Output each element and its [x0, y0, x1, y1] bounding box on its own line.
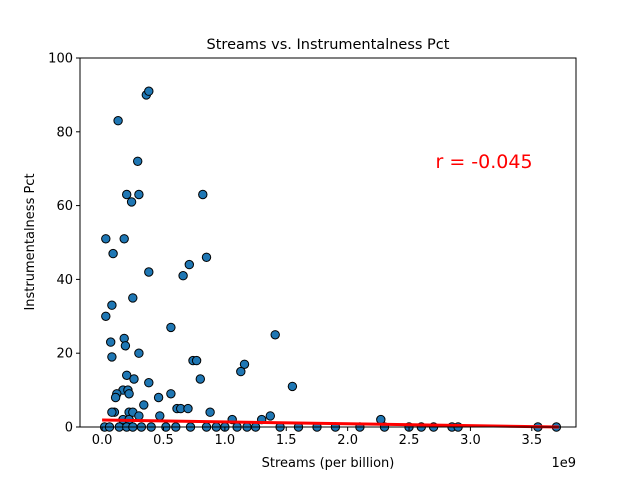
data-point [128, 293, 138, 303]
data-point [106, 337, 116, 347]
x-axis-label: Streams (per billion) [262, 456, 395, 471]
chart-title: Streams vs. Instrumentalness Pct [207, 37, 450, 53]
data-point [236, 366, 246, 377]
x-tick-label: 3.5 [521, 433, 542, 448]
data-point [122, 370, 132, 380]
data-point [155, 411, 165, 421]
data-point [139, 400, 149, 410]
data-point [107, 407, 117, 417]
y-tick-label: 60 [56, 199, 73, 214]
data-point [201, 252, 212, 262]
regression-line [102, 418, 559, 429]
correlation-annotation: r = -0.045 [435, 151, 532, 173]
data-point [120, 341, 131, 351]
data-point [178, 271, 188, 281]
y-tick-label: 40 [56, 273, 73, 288]
data-point [287, 381, 298, 392]
x-tick-label: 3.0 [460, 433, 481, 448]
data-point [133, 156, 143, 167]
plot-marks: 0.0 0.5 1.0 1.5 2.0 2.5 3.0 3.5 0 20 40 60 80 100 [48, 52, 577, 448]
data-point [122, 189, 132, 200]
plot-frame [79, 57, 577, 428]
x-tick-label: 0.5 [153, 433, 174, 448]
data-point [191, 355, 202, 366]
data-point [126, 197, 137, 207]
data-point [144, 86, 154, 96]
data-point [134, 411, 144, 421]
data-point [107, 352, 117, 362]
data-point [184, 259, 195, 270]
data-point [144, 267, 154, 277]
data-point [101, 234, 111, 244]
data-point [270, 330, 280, 340]
data-point [134, 348, 144, 358]
data-point [166, 389, 176, 399]
x-tick-label: 1.5 [276, 433, 297, 448]
y-axis-label: Instrumentalness Pct [23, 173, 38, 310]
x-tick-label: 1.0 [215, 433, 236, 448]
data-point [183, 403, 193, 414]
data-point [119, 234, 129, 244]
y-tick-label: 0 [65, 421, 73, 436]
data-point [239, 359, 250, 369]
data-point [153, 392, 164, 403]
y-tick-label: 100 [48, 52, 73, 67]
data-point [195, 374, 206, 384]
x-tick-label: 0.0 [92, 433, 113, 448]
y-tick-label: 80 [56, 125, 73, 140]
data-point [198, 189, 208, 200]
data-point [144, 378, 154, 388]
data-point [113, 116, 123, 126]
data-point [166, 322, 176, 333]
data-point [129, 374, 139, 384]
data-point [124, 389, 134, 399]
data-point [107, 300, 117, 310]
data-point [134, 189, 144, 200]
x-offset-label: 1e9 [551, 456, 576, 471]
x-tick-label: 2.5 [399, 433, 420, 448]
data-point [108, 248, 118, 259]
y-tick-label: 20 [56, 347, 73, 362]
data-point [265, 411, 275, 421]
data-point [101, 311, 111, 321]
data-point [110, 392, 121, 403]
data-point [205, 407, 215, 417]
x-tick-label: 2.0 [337, 433, 358, 448]
